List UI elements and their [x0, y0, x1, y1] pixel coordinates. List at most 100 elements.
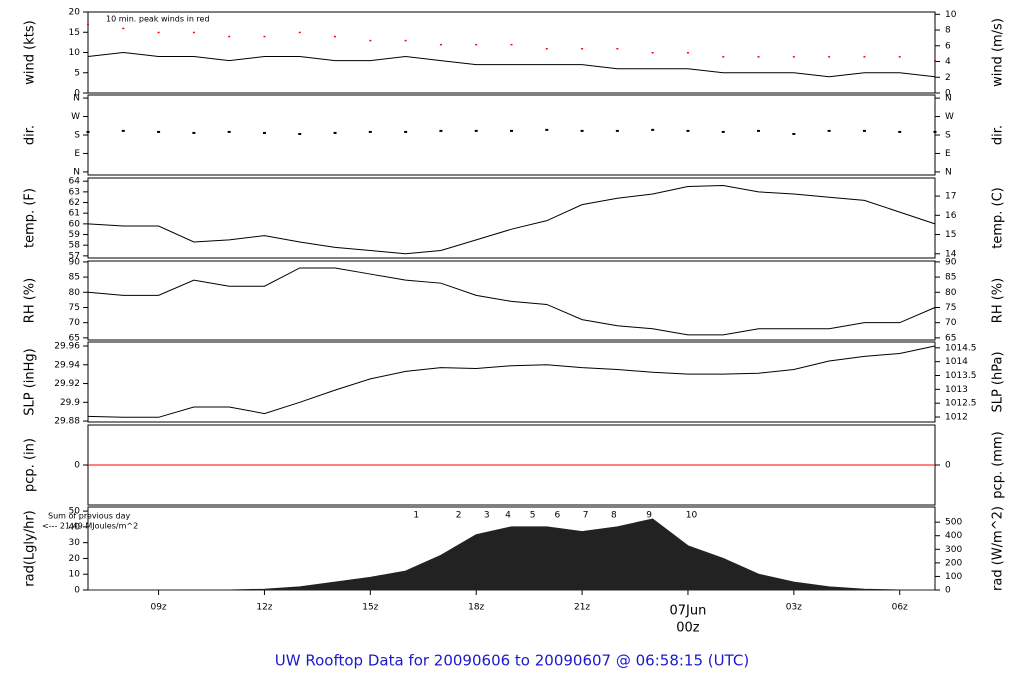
- panel-frame: [87, 260, 936, 341]
- data-point: [510, 129, 513, 132]
- data-point: [827, 129, 831, 132]
- hour-label: 9: [646, 511, 652, 521]
- data-line: [87, 184, 936, 255]
- y-tick-label: N: [73, 167, 80, 177]
- peak-mark: [404, 39, 407, 42]
- peak-mark: [722, 56, 725, 58]
- y2-tick-label: N: [945, 94, 952, 104]
- hour-label: 1: [413, 511, 419, 521]
- y2-tick-label: 8: [945, 26, 951, 36]
- peak-mark: [616, 47, 619, 50]
- y-axis-label: RH (%): [23, 278, 38, 323]
- page-title: UW Rooftop Data for 20090606 to 20090607…: [275, 652, 749, 670]
- y-axis-label: wind (kts): [23, 20, 38, 84]
- panel-frame: [87, 94, 936, 176]
- peak-mark: [439, 43, 442, 46]
- hour-label: 7: [583, 511, 589, 521]
- y2-tick-label: 70: [945, 318, 957, 328]
- y-tick-label: 29.96: [54, 342, 80, 352]
- data-point: [757, 129, 761, 132]
- y-tick-label: 20: [69, 554, 81, 564]
- y2-tick-label: N: [945, 167, 952, 177]
- y2-tick-label: W: [945, 112, 954, 122]
- y-tick-label: 29.88: [54, 417, 80, 427]
- data-point: [227, 130, 231, 133]
- y-tick-label: 57: [69, 251, 80, 261]
- peak-mark: [228, 35, 231, 38]
- y2-tick-label: E: [945, 149, 951, 159]
- y2-tick-label: 75: [945, 303, 956, 313]
- y2-tick-label: 2: [945, 73, 951, 83]
- data-point: [439, 129, 443, 132]
- peak-mark: [581, 47, 584, 50]
- y2-axis-label: dir.: [991, 125, 1006, 145]
- y-tick-label: 0: [74, 586, 80, 596]
- y2-tick-label: 400: [945, 531, 962, 541]
- y-tick-label: 10: [69, 570, 81, 580]
- y2-tick-label: 6: [945, 41, 951, 51]
- peak-mark: [686, 52, 689, 54]
- x-tick-label: 15z: [362, 603, 378, 613]
- hour-label: 5: [530, 511, 536, 521]
- y-tick-label: 20: [69, 8, 81, 18]
- data-line: [87, 51, 936, 78]
- y-tick-label: 29.94: [54, 360, 80, 370]
- y-tick-label: 10: [69, 48, 81, 58]
- y2-tick-label: 15: [945, 230, 956, 240]
- annotation: <--- 21.49 MJoules/m^2: [42, 522, 138, 531]
- hour-label: 10: [686, 511, 698, 521]
- y2-tick-label: 10: [945, 10, 957, 20]
- data-point: [404, 130, 408, 133]
- data-point: [121, 129, 125, 132]
- panel-frame: [87, 11, 936, 94]
- y-axis-label: SLP (inHg): [23, 348, 38, 416]
- y2-axis-label: wind (m/s): [991, 18, 1006, 87]
- data-point: [862, 129, 866, 132]
- x-tick-label: 12z: [256, 603, 272, 613]
- hour-label: 3: [484, 511, 490, 521]
- y2-axis-label: RH (%): [991, 278, 1006, 323]
- y-tick-label: 29.9: [60, 398, 80, 408]
- y-tick-label: N: [73, 94, 80, 104]
- y2-tick-label: 500: [945, 518, 962, 528]
- panel-frame: [87, 341, 936, 423]
- data-area: [88, 518, 935, 591]
- y-axis-label: dir.: [23, 125, 38, 145]
- peak-mark: [369, 39, 372, 42]
- peak-mark: [792, 56, 795, 58]
- y-tick-label: 58: [69, 241, 81, 251]
- y2-tick-label: 85: [945, 273, 956, 283]
- data-point: [474, 129, 478, 132]
- annotation: Sum of previous day: [48, 512, 130, 521]
- y2-tick-label: 4: [945, 57, 951, 67]
- peak-mark: [298, 31, 301, 34]
- peak-mark: [475, 43, 478, 46]
- y2-axis-label: pcp. (mm): [991, 431, 1006, 498]
- peak-mark: [157, 31, 160, 34]
- y-tick-label: 5: [74, 68, 80, 78]
- panel-frame: [87, 177, 936, 259]
- y2-tick-label: 1014.5: [945, 343, 977, 353]
- data-line: [87, 345, 936, 418]
- peak-mark: [263, 35, 266, 38]
- y2-tick-label: 200: [945, 558, 962, 568]
- peak-mark: [934, 60, 936, 62]
- data-point: [298, 132, 302, 135]
- date-label: 07Jun: [670, 604, 707, 619]
- y-tick-label: 85: [69, 273, 80, 283]
- y-tick-label: 15: [69, 28, 80, 38]
- y2-tick-label: 65: [945, 333, 956, 343]
- y-tick-label: 90: [69, 257, 81, 267]
- y2-tick-label: 90: [945, 257, 957, 267]
- y-tick-label: 70: [69, 318, 81, 328]
- y2-tick-label: 14: [945, 249, 957, 259]
- data-point: [721, 130, 725, 133]
- y-tick-label: 30: [69, 538, 81, 548]
- y2-tick-label: 100: [945, 572, 962, 582]
- y2-axis-label: rad (W/m^2): [991, 506, 1006, 591]
- y-tick-label: 63: [69, 187, 80, 197]
- x-tick-label: 09z: [150, 603, 166, 613]
- hour-label: 6: [555, 511, 561, 521]
- x-tick-label: 18z: [468, 603, 484, 613]
- y2-axis-label: SLP (hPa): [991, 351, 1006, 412]
